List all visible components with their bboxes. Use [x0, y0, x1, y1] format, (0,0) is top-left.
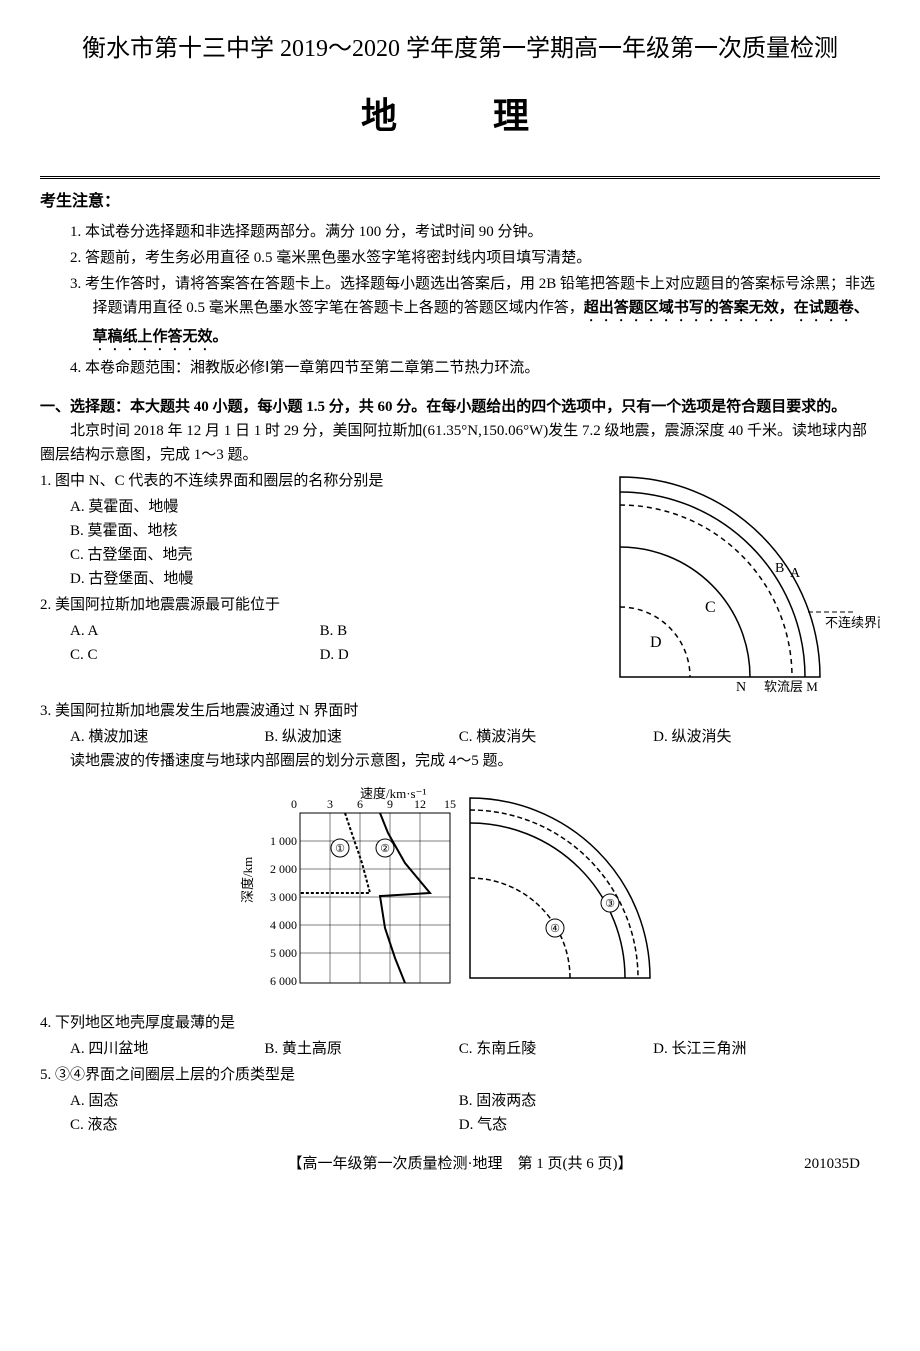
svg-text:12: 12 — [414, 797, 426, 811]
svg-text:C: C — [705, 599, 716, 616]
figure2-seismic-waves: 速度/km·s⁻¹ 0 3 6 9 12 15 1 000 2 000 3 — [240, 783, 680, 993]
footer-text: 【高一年级第一次质量检测·地理 第 1 页(共 6 页)】 — [288, 1156, 633, 1172]
q4-opt-a: A. 四川盆地 — [70, 1037, 264, 1061]
passage2: 读地震波的传播速度与地球内部圈层的划分示意图，完成 4～5 题。 — [40, 749, 880, 773]
divider — [40, 176, 880, 179]
q1-opt-a: A. 莫霍面、地幔 — [70, 495, 590, 519]
q5-opt-d: D. 气态 — [459, 1113, 848, 1137]
svg-text:15: 15 — [444, 797, 456, 811]
svg-text:③: ③ — [605, 898, 615, 910]
svg-text:5 000: 5 000 — [270, 946, 297, 960]
svg-text:B: B — [775, 561, 784, 576]
svg-text:6 000: 6 000 — [270, 974, 297, 988]
svg-text:软流层 M: 软流层 M — [764, 679, 818, 694]
q2-stem: 2. 美国阿拉斯加地震震源最可能位于 — [40, 593, 590, 617]
svg-text:3 000: 3 000 — [270, 890, 297, 904]
svg-text:深度/km: 深度/km — [240, 856, 255, 902]
notice-item: 3. 考生作答时，请将答案答在答题卡上。选择题每小题选出答案后，用 2B 铅笔把… — [70, 272, 880, 354]
notice-item: 4. 本卷命题范围：湘教版必修Ⅰ第一章第四节至第二章第二节热力环流。 — [70, 356, 880, 380]
q4-opt-c: C. 东南丘陵 — [459, 1037, 653, 1061]
q3-opt-d: D. 纵波消失 — [653, 725, 847, 749]
svg-text:1 000: 1 000 — [270, 834, 297, 848]
notice-item: 1. 本试卷分选择题和非选择题两部分。满分 100 分，考试时间 90 分钟。 — [70, 220, 880, 244]
svg-text:2 000: 2 000 — [270, 862, 297, 876]
svg-text:6: 6 — [357, 797, 363, 811]
passage1: 北京时间 2018 年 12 月 1 日 1 时 29 分，美国阿拉斯加(61.… — [40, 419, 880, 467]
svg-text:3: 3 — [327, 797, 333, 811]
svg-text:不连续界面: 不连续界面 — [825, 615, 880, 630]
q4-opt-d: D. 长江三角洲 — [653, 1037, 847, 1061]
notice-item: 2. 答题前，考生务必用直径 0.5 毫米黑色墨水签字笔将密封线内项目填写清楚。 — [70, 246, 880, 270]
notice-heading: 考生注意： — [40, 189, 880, 215]
q2-opt-d: D. D — [320, 643, 570, 667]
q5-stem: 5. ③④界面之间圈层上层的介质类型是 — [40, 1063, 880, 1087]
q5-opt-b: B. 固液两态 — [459, 1089, 848, 1113]
q3-opt-b: B. 纵波加速 — [264, 725, 458, 749]
footer-code: 201035D — [804, 1152, 860, 1176]
q5-opt-c: C. 液态 — [70, 1113, 459, 1137]
q3-stem: 3. 美国阿拉斯加地震发生后地震波通过 N 界面时 — [40, 699, 880, 723]
svg-text:4 000: 4 000 — [270, 918, 297, 932]
q1-opt-d: D. 古登堡面、地幔 — [70, 567, 590, 591]
figure1-earth-layers: B A C D N 软流层 M 不连续界面 — [600, 467, 880, 697]
section1-heading: 一、选择题：本大题共 40 小题，每小题 1.5 分，共 60 分。在每小题给出… — [40, 395, 880, 419]
q1-opt-b: B. 莫霍面、地核 — [70, 519, 590, 543]
svg-text:A: A — [790, 566, 801, 581]
q2-opt-c: C. C — [70, 643, 320, 667]
q4-opt-b: B. 黄土高原 — [264, 1037, 458, 1061]
q1-opt-c: C. 古登堡面、地壳 — [70, 543, 590, 567]
q2-opt-b: B. B — [320, 619, 570, 643]
svg-text:④: ④ — [550, 923, 560, 935]
q4-stem: 4. 下列地区地壳厚度最薄的是 — [40, 1011, 880, 1035]
q3-opt-c: C. 横波消失 — [459, 725, 653, 749]
svg-text:0: 0 — [291, 797, 297, 811]
q2-opt-a: A. A — [70, 619, 320, 643]
svg-text:①: ① — [335, 843, 345, 855]
notice-list: 1. 本试卷分选择题和非选择题两部分。满分 100 分，考试时间 90 分钟。 … — [40, 220, 880, 380]
main-title: 衡水市第十三中学 2019～2020 学年度第一学期高一年级第一次质量检测 — [40, 30, 880, 68]
q5-opt-a: A. 固态 — [70, 1089, 459, 1113]
subject-title: 地 理 — [40, 88, 880, 146]
q1-stem: 1. 图中 N、C 代表的不连续界面和圈层的名称分别是 — [40, 469, 590, 493]
svg-text:D: D — [650, 634, 662, 651]
svg-text:②: ② — [380, 843, 390, 855]
q3-opt-a: A. 横波加速 — [70, 725, 264, 749]
svg-text:N: N — [736, 680, 746, 695]
svg-text:9: 9 — [387, 797, 393, 811]
page-footer: 【高一年级第一次质量检测·地理 第 1 页(共 6 页)】 201035D — [40, 1152, 880, 1176]
